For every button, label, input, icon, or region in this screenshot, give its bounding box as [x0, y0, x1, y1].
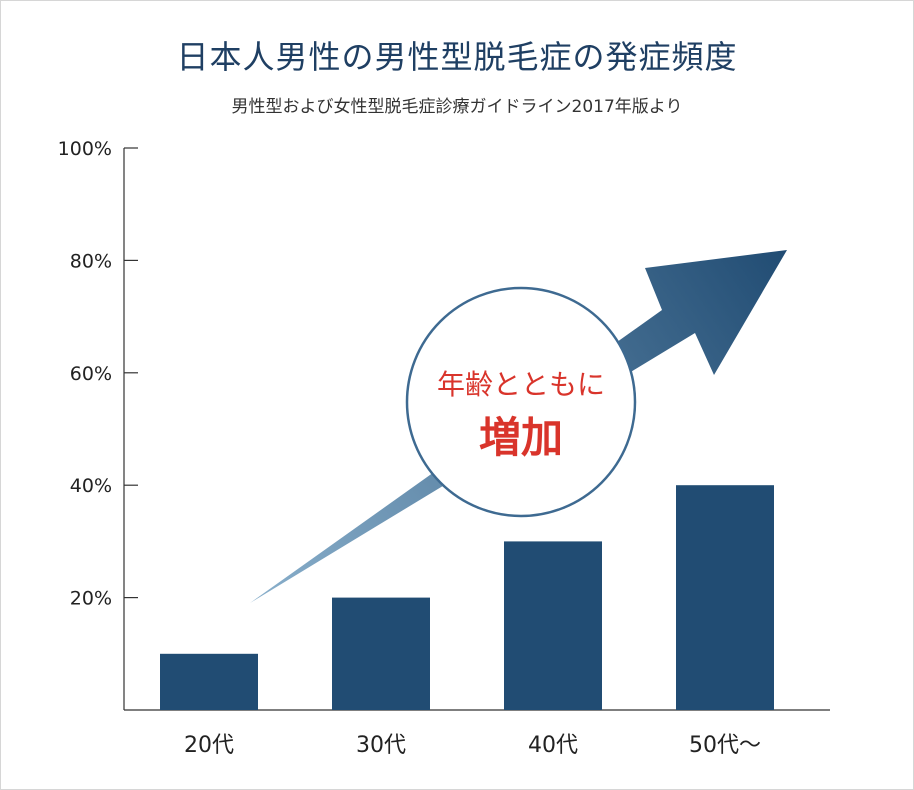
x-tick-label: 50代〜 — [689, 733, 761, 758]
annotation-circle — [405, 286, 637, 518]
bar-2 — [332, 597, 430, 710]
x-tick-label: 20代 — [184, 733, 234, 758]
y-tick-label: 80% — [70, 250, 112, 272]
x-ticks: 20代 30代 40代 50代〜 — [184, 733, 761, 758]
x-tick-label: 30代 — [356, 733, 406, 758]
y-tick-label: 40% — [70, 475, 112, 497]
annotation-line2: 増加 — [479, 413, 563, 462]
x-tick-label: 40代 — [528, 733, 578, 758]
y-tick-label: 20% — [70, 588, 112, 610]
bar-3 — [504, 541, 602, 710]
annotation-badge: 年齢とともに 増加 — [405, 286, 637, 518]
chart-subtitle: 男性型および女性型脱毛症診療ガイドライン2017年版より — [231, 97, 683, 117]
chart-title: 日本人男性の男性型脱毛症の発症頻度 — [176, 38, 738, 76]
y-tick-label: 100% — [58, 138, 112, 160]
annotation-line1: 年齢とともに — [437, 368, 605, 401]
y-tick-label: 60% — [70, 363, 112, 385]
y-ticks: 20% 40% 60% 80% 100% — [58, 138, 138, 610]
bar-4 — [676, 485, 774, 710]
bars — [160, 485, 774, 710]
bar-1 — [160, 653, 258, 710]
